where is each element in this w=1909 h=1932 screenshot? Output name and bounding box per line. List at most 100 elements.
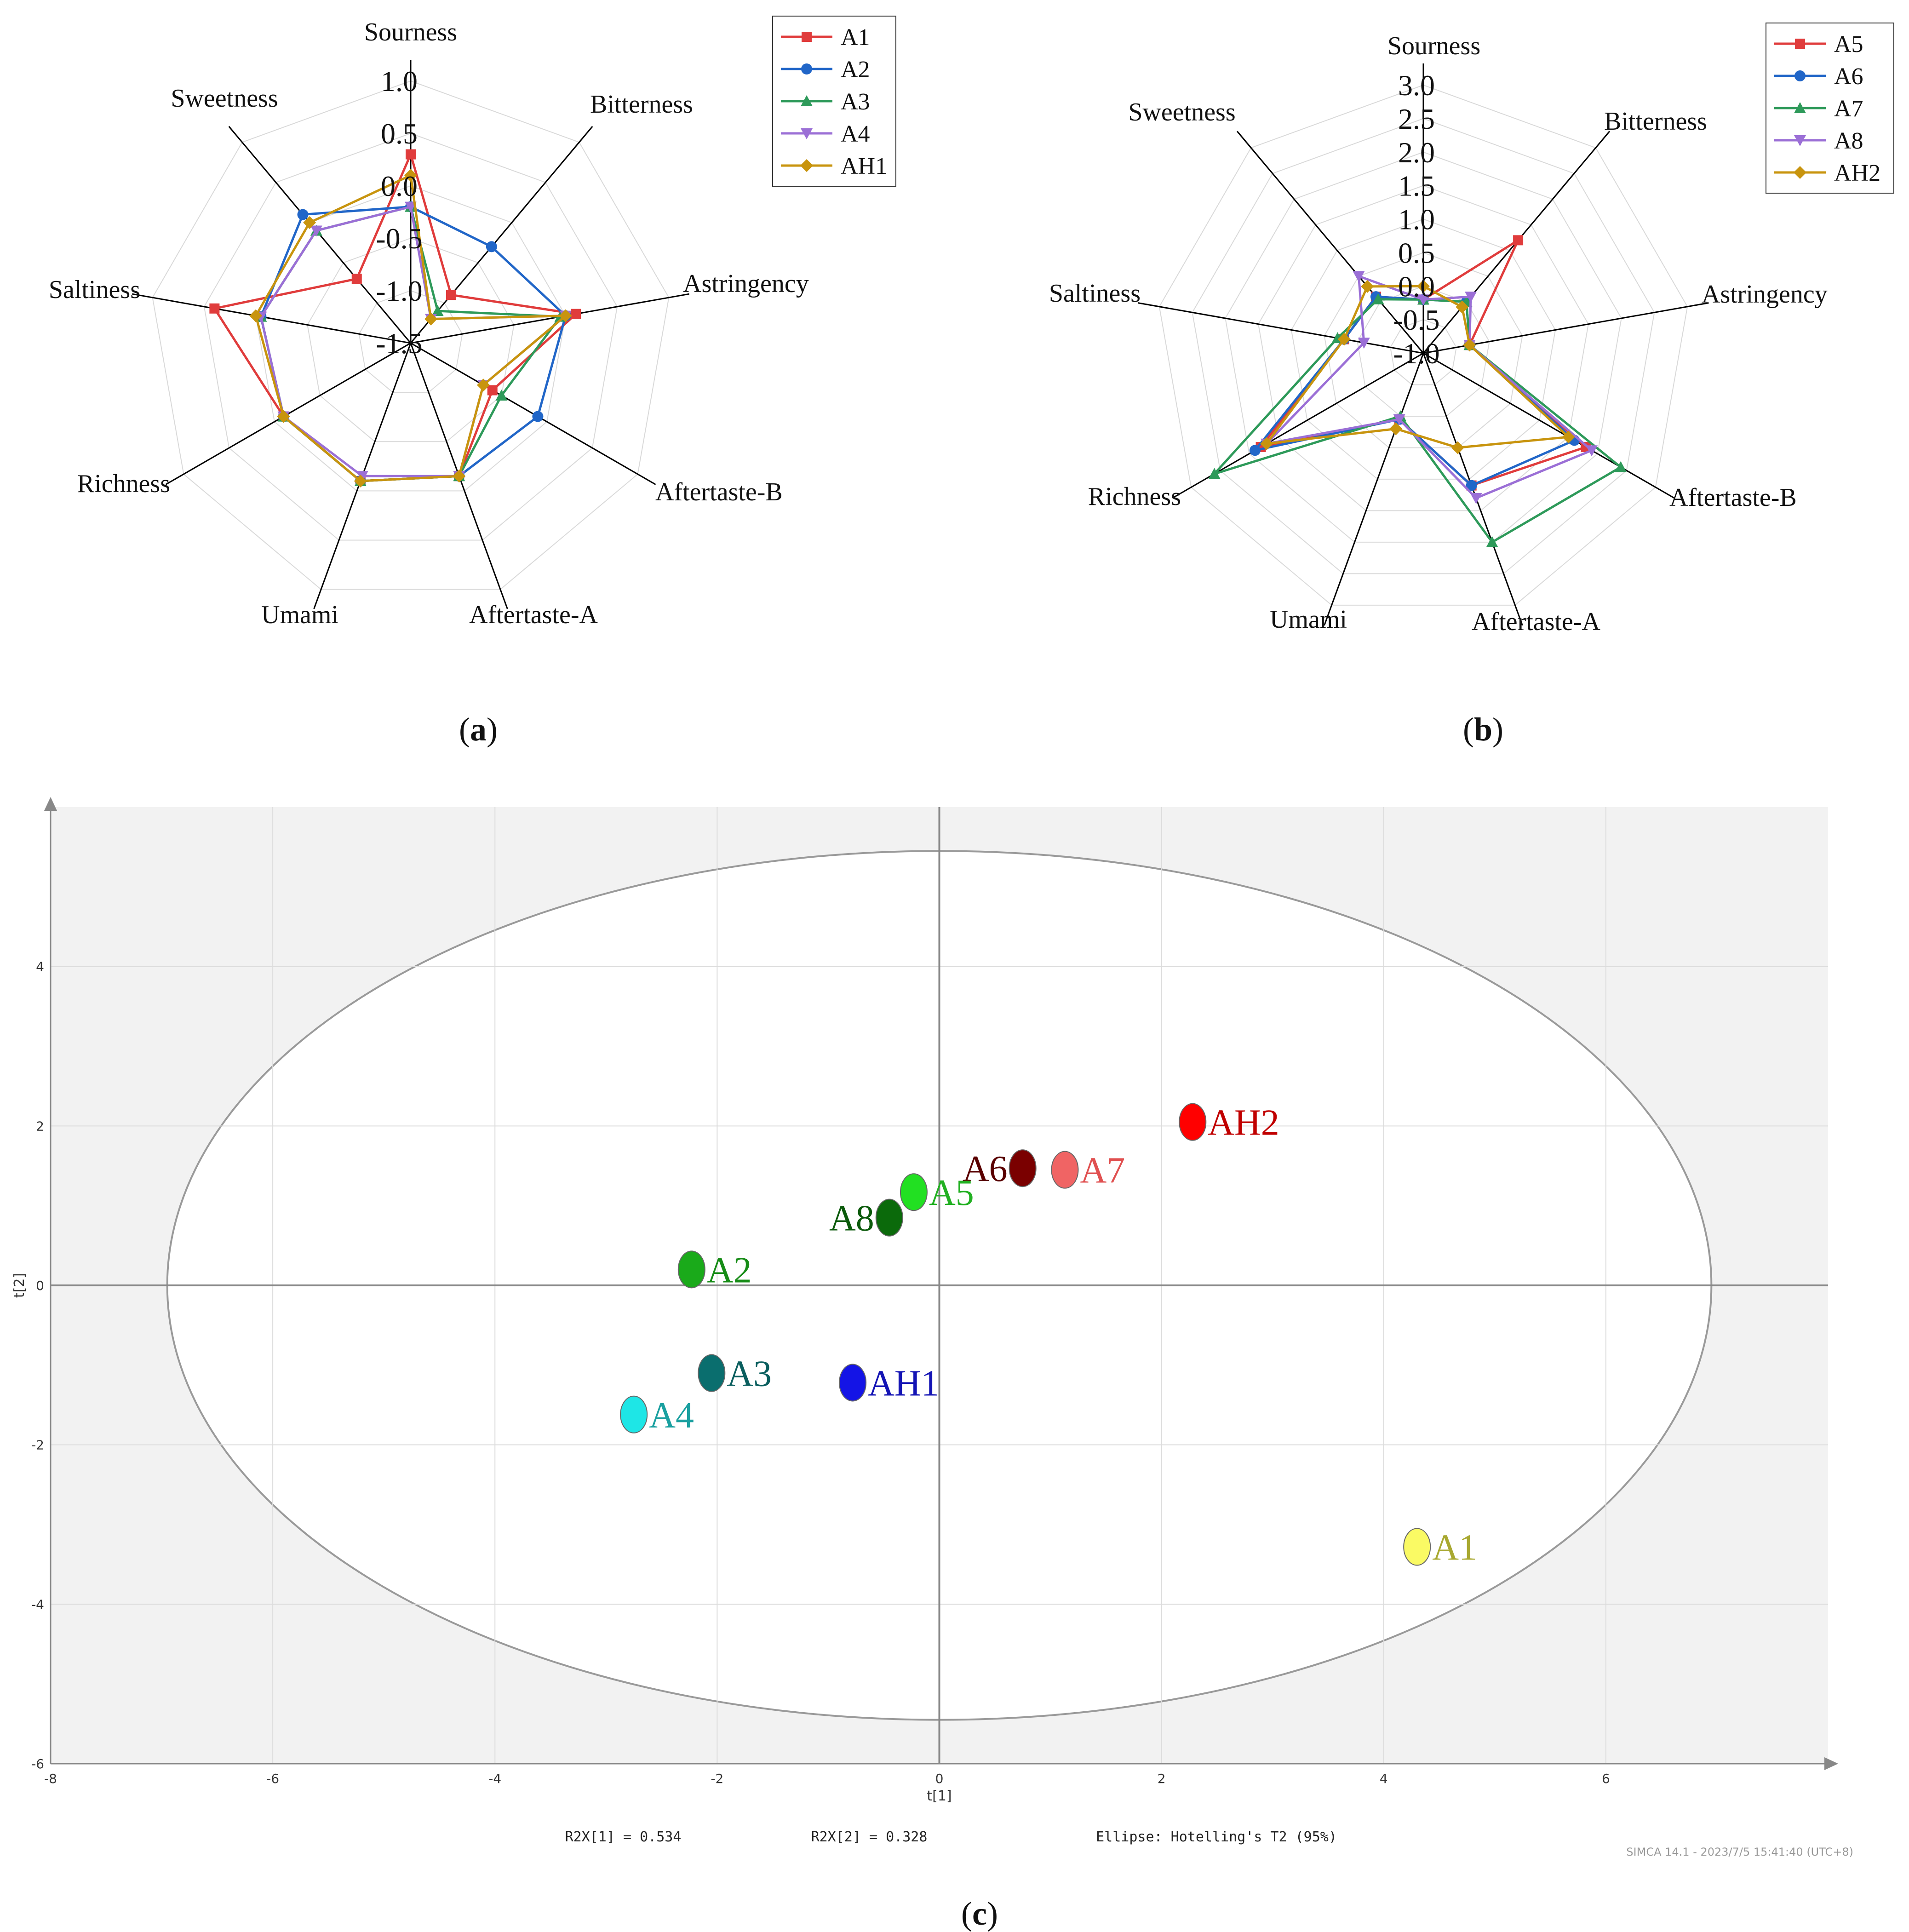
radar-point xyxy=(1586,445,1598,457)
legend-marker xyxy=(1794,70,1806,81)
radar-grid-ring xyxy=(1225,151,1622,543)
radar-point xyxy=(1361,280,1374,293)
radar-point xyxy=(431,305,444,316)
x-tick-label: -6 xyxy=(266,1771,279,1786)
y-axis-arrow xyxy=(44,797,57,811)
score-point-A4: A4 xyxy=(620,1395,694,1436)
y-tick-label: 2 xyxy=(36,1118,44,1134)
radar-tick-label: 0.5 xyxy=(381,117,418,150)
panel-label: (b) xyxy=(1463,711,1503,748)
radar-chart-b: 3.02.52.01.51.00.50.0-0.5-1.0 Sourness Bit… xyxy=(1049,23,1894,748)
radar-point xyxy=(1389,422,1403,436)
radar-spoke xyxy=(410,293,689,344)
score-point-label: A3 xyxy=(727,1354,772,1394)
radar-point xyxy=(1465,292,1477,303)
radar-spoke xyxy=(1138,302,1424,354)
score-point-A3: A3 xyxy=(698,1354,772,1394)
x-tick-label: 4 xyxy=(1380,1771,1388,1786)
score-point-label: A7 xyxy=(1080,1151,1125,1191)
x-tick-label: 2 xyxy=(1158,1771,1166,1786)
x-tick-label: -8 xyxy=(44,1771,57,1786)
radar-grid-ring xyxy=(1390,319,1457,385)
score-point-A8: A8 xyxy=(829,1198,903,1239)
radar-point xyxy=(1470,493,1482,504)
radar-point xyxy=(1463,338,1476,352)
radar-grid-a xyxy=(152,80,670,590)
radar-tick-label: 3.0 xyxy=(1398,69,1435,102)
score-point-marker xyxy=(698,1354,726,1392)
radar-point xyxy=(209,303,220,314)
radar-point xyxy=(446,290,456,300)
radar-tick-label: -0.5 xyxy=(1393,304,1439,336)
legend-label: AH1 xyxy=(841,153,887,179)
score-point-label: A5 xyxy=(929,1173,974,1213)
score-point-label: AH2 xyxy=(1208,1103,1279,1143)
score-point-marker xyxy=(839,1364,867,1402)
radar-series-AH2 xyxy=(1260,280,1575,454)
radar-grid-ring xyxy=(1357,286,1490,417)
radar-point xyxy=(354,474,367,487)
radar-tick-label: -1.5 xyxy=(376,327,422,360)
radar-grid-ring xyxy=(307,237,515,442)
radar-axis-label: Aftertaste-A xyxy=(1472,608,1600,636)
radar-grid-ring xyxy=(1290,218,1556,480)
legend-marker xyxy=(1794,135,1806,146)
y-axis-title: t[2] xyxy=(11,1273,28,1298)
radar-tick-label: 0.5 xyxy=(1398,236,1435,269)
radar-point xyxy=(1249,445,1261,456)
score-point-label: A2 xyxy=(707,1250,752,1290)
legend-label: A6 xyxy=(1834,63,1863,90)
radar-tick-label: 1.5 xyxy=(1398,170,1435,202)
radar-point xyxy=(1466,480,1477,491)
radar-point xyxy=(532,411,544,422)
radar-spoke xyxy=(410,126,593,344)
radar-spoke xyxy=(1324,353,1424,626)
legend-marker xyxy=(802,32,812,42)
radar-point xyxy=(1208,468,1221,479)
radar-grid-ring xyxy=(1258,185,1589,511)
y-tick-label: -2 xyxy=(31,1438,44,1453)
radar-axis-label: Sweetness xyxy=(171,84,278,113)
legend-label: A7 xyxy=(1834,96,1863,122)
x-axis-arrow xyxy=(1824,1757,1838,1770)
radar-point xyxy=(1353,271,1365,282)
panel-label: (a) xyxy=(459,711,498,748)
score-point-label: AH1 xyxy=(868,1363,940,1404)
radar-series-line xyxy=(1265,285,1570,449)
radar-axis-label: Umami xyxy=(261,601,338,629)
radar-axis-label: Astringency xyxy=(1702,280,1828,309)
legend-a: A1 A2 A3 A4 AH1 xyxy=(772,16,896,187)
x-tick-label: -4 xyxy=(488,1771,501,1786)
radar-point xyxy=(1337,333,1351,346)
radar-point xyxy=(424,312,437,326)
radar-tick-label: 2.0 xyxy=(1398,136,1435,169)
radar-point xyxy=(571,309,581,319)
radar-axis-label: Richness xyxy=(77,470,170,498)
radar-point xyxy=(495,390,508,401)
legend-marker xyxy=(1794,166,1806,179)
legend-label: A5 xyxy=(1834,31,1863,57)
radar-axis-label: Aftertaste-A xyxy=(469,601,598,629)
y-tick-label: 0 xyxy=(36,1278,44,1293)
score-point-A2: A2 xyxy=(677,1250,752,1290)
radar-grid-ring xyxy=(1158,84,1688,606)
legend-label: A2 xyxy=(841,57,870,83)
legend-label: A4 xyxy=(841,121,870,147)
radar-point xyxy=(1486,536,1498,547)
legend-marker xyxy=(1795,39,1805,49)
radar-point xyxy=(1417,294,1429,306)
radar-axis-label: Sweetness xyxy=(1128,98,1235,126)
x-tick-label: 6 xyxy=(1602,1771,1610,1786)
radar-axis-label: Aftertaste-B xyxy=(655,478,783,506)
radar-point xyxy=(476,378,490,392)
radar-point xyxy=(303,216,316,229)
radar-axis-label: Saltiness xyxy=(1049,279,1141,308)
x-tick-label: 0 xyxy=(935,1771,944,1786)
radar-point xyxy=(1372,293,1384,304)
score-point-AH2: AH2 xyxy=(1179,1103,1279,1143)
y-tick-label: -6 xyxy=(31,1756,44,1771)
score-point-marker xyxy=(900,1173,928,1211)
legend-label: A8 xyxy=(1834,128,1863,154)
radar-point xyxy=(1513,235,1524,246)
